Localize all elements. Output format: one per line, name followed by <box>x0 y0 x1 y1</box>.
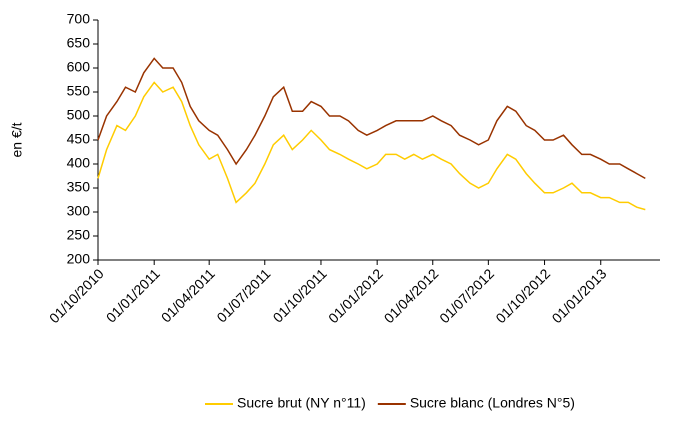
x-tick-label: 01/01/2011 <box>103 265 163 325</box>
y-tick-label: 450 <box>67 131 91 147</box>
x-tick-label: 01/01/2012 <box>325 265 386 326</box>
x-tick-label: 01/07/2012 <box>436 265 497 326</box>
x-tick-label: 01/10/2010 <box>46 265 107 326</box>
line-series <box>97 81 646 211</box>
line-series <box>97 57 646 180</box>
x-tick-label: 01/07/2011 <box>213 265 273 325</box>
y-tick-label: 700 <box>67 11 91 27</box>
y-tick-label: 400 <box>67 155 91 171</box>
x-tick-label: 01/04/2012 <box>381 265 442 326</box>
y-tick-label: 550 <box>67 83 91 99</box>
x-tick-label: 01/10/2012 <box>492 265 553 326</box>
y-tick-label: 300 <box>67 203 91 219</box>
y-tick-label: 200 <box>67 251 91 267</box>
y-tick-label: 500 <box>67 107 91 123</box>
y-tick-label: 600 <box>67 59 91 75</box>
y-tick-label: 350 <box>67 179 91 195</box>
x-tick-label: 01/10/2011 <box>270 265 330 325</box>
x-tick-label: 01/04/2011 <box>158 265 218 325</box>
x-tick-label: 01/01/2013 <box>549 265 610 326</box>
y-tick-label: 650 <box>67 35 91 51</box>
legend-label: Sucre brut (NY n°11) <box>237 395 366 411</box>
legend-label: Sucre blanc (Londres N°5) <box>410 395 575 411</box>
y-axis-label: en €/t <box>9 122 25 157</box>
y-tick-label: 250 <box>67 227 91 243</box>
